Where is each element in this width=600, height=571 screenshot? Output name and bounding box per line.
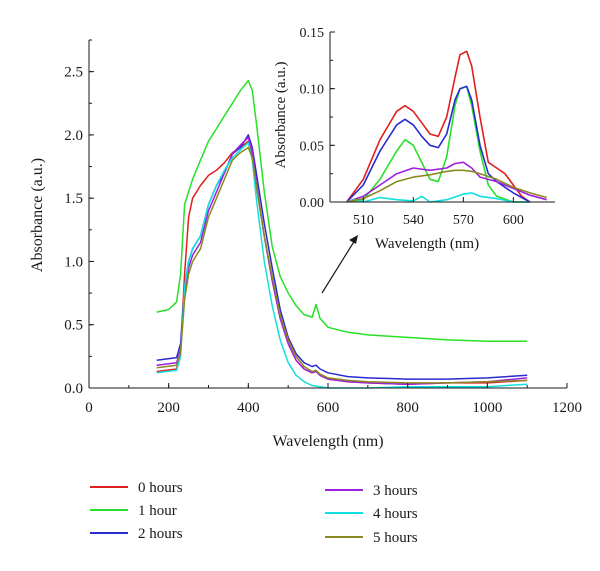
inset-x-tick-label: 570 [453, 213, 474, 228]
inset-series-line-0 [346, 50, 531, 203]
main-y-axis-title: Absorbance (a.u.) [29, 158, 46, 272]
main-y-tick-label: 1.0 [64, 254, 83, 270]
main-y-tick-label: 1.5 [64, 191, 83, 207]
main-y-tick-label: 2.5 [64, 65, 83, 81]
main-y-tick-label: 2.0 [64, 128, 83, 144]
inset-series-line-5 [346, 169, 547, 203]
legend-label: 5 hours [373, 530, 418, 546]
inset-x-tick-label: 540 [403, 213, 424, 228]
main-series-line-4 [156, 141, 528, 389]
inset-x-tick-label: 510 [353, 213, 374, 228]
legend-label: 3 hours [373, 483, 418, 499]
legend-label: 4 hours [373, 506, 418, 522]
main-series-line-0 [156, 140, 528, 385]
main-x-tick-label: 1000 [472, 400, 502, 416]
legend-label: 1 hour [138, 503, 177, 519]
main-series-line-1 [156, 79, 528, 342]
main-x-tick-label: 400 [237, 400, 260, 416]
main-x-tick-label: 600 [317, 400, 340, 416]
inset-x-tick-label: 600 [503, 213, 524, 228]
inset-y-tick-label: 0.05 [300, 139, 325, 154]
legend-label: 2 hours [138, 526, 183, 542]
legend-label: 0 hours [138, 480, 183, 496]
inset-y-tick-label: 0.15 [300, 26, 325, 41]
inset-series-lines [346, 50, 547, 203]
inset-axes: 510 540 570 600 0.00 0.05 0.10 0.15 [300, 26, 555, 228]
legend: 0 hours 1 hour 2 hours 3 hours 4 hours 5 hour… [90, 480, 418, 546]
inset-y-axis-title: Absorbance (a.u.) [273, 61, 289, 168]
main-chart: 0 200 400 600 800 1000 12000.00.51.01.52.02.5 … [29, 39, 582, 450]
main-series-line-5 [156, 146, 528, 384]
inset-series-line-1 [346, 85, 530, 203]
main-axes: 0 200 400 600 800 1000 1200 0.0 0.5 1.0 1.5 2.0 2.5 [64, 39, 582, 416]
main-x-tick-label: 200 [157, 400, 180, 416]
main-x-tick-label: 800 [396, 400, 419, 416]
inset-y-tick-label: 0.00 [300, 196, 325, 211]
inset-series-line-2 [346, 85, 531, 203]
main-series-lines [156, 79, 528, 389]
inset-arrow [321, 235, 358, 294]
main-y-tick-label: 0.5 [64, 318, 83, 334]
main-x-tick-label: 1200 [552, 400, 582, 416]
inset-chart: 510 540 570 600 0.00 0.05 0.10 0.15 Wavelength … [273, 26, 555, 252]
inset-y-tick-label: 0.10 [300, 83, 325, 98]
inset-x-axis-title: Wavelength (nm) [375, 236, 479, 252]
main-y-tick-label: 0.0 [64, 381, 83, 397]
main-x-axis-title: Wavelength (nm) [272, 433, 383, 450]
main-x-tick-label: 0 [85, 400, 93, 416]
inset-series-line-3 [346, 161, 547, 203]
